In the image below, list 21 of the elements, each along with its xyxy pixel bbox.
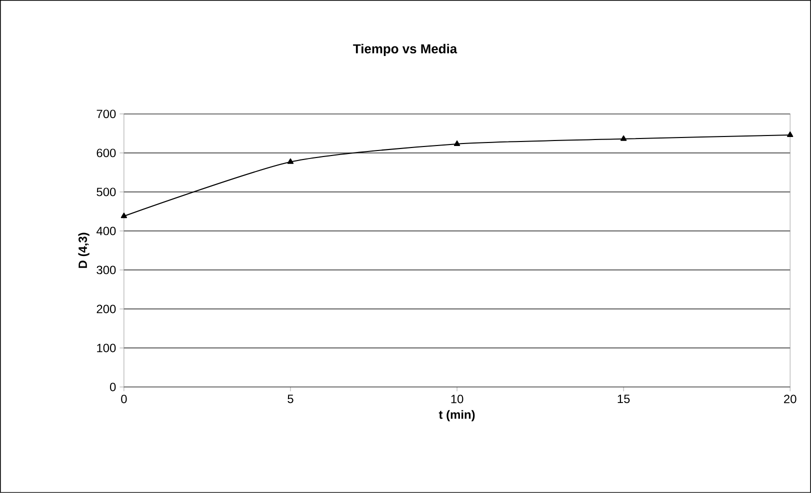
point [287,158,294,164]
y-axis-title: D (4,3) [78,232,90,268]
x-tick-label: 5 [288,394,294,404]
y-tick-label: 700 [96,110,116,118]
point [620,135,627,141]
x-tick-label: 15 [618,394,630,404]
x-axis-title: t (min) [438,410,475,422]
point [454,140,460,146]
point [787,132,794,138]
x-tick-label: 0 [121,394,127,404]
y-tick-label: 400 [96,226,116,236]
y-tick-label: 600 [96,148,116,158]
y-tick-label: 200 [96,304,116,314]
y-tick-label: 0 [110,382,116,392]
y-tick-label: 500 [96,188,116,196]
x-tick-label: 10 [451,394,464,404]
chart-title: Tiempo vs Media [353,44,458,56]
x-tick-label: 20 [784,394,796,404]
y-tick-label: 100 [97,344,116,352]
y-tick-label: 300 [96,266,116,274]
point [120,212,128,218]
